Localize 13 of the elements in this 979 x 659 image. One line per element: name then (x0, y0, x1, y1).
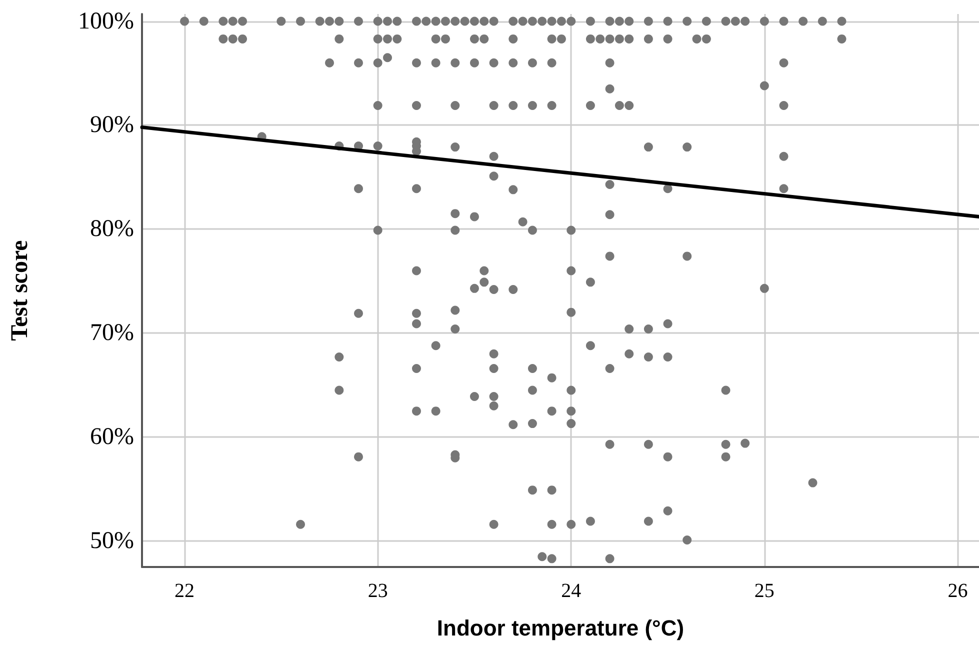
x-tick-label: 23 (368, 580, 388, 602)
x-tick-label: 25 (754, 580, 774, 602)
y-tick-label: 50% (90, 528, 134, 554)
y-axis-title: Test score (7, 240, 33, 341)
y-tick-label: 90% (90, 112, 134, 138)
y-tick-label: 70% (90, 320, 134, 346)
x-tick-label: 26 (948, 580, 968, 602)
x-tick-label: 22 (174, 580, 195, 602)
x-tick-label: 24 (561, 580, 582, 602)
x-axis-title: Indoor temperature (°C) (436, 616, 684, 640)
y-tick-label: 60% (90, 424, 134, 450)
y-tick-label: 80% (90, 216, 134, 242)
y-tick-label: 100% (78, 8, 134, 34)
